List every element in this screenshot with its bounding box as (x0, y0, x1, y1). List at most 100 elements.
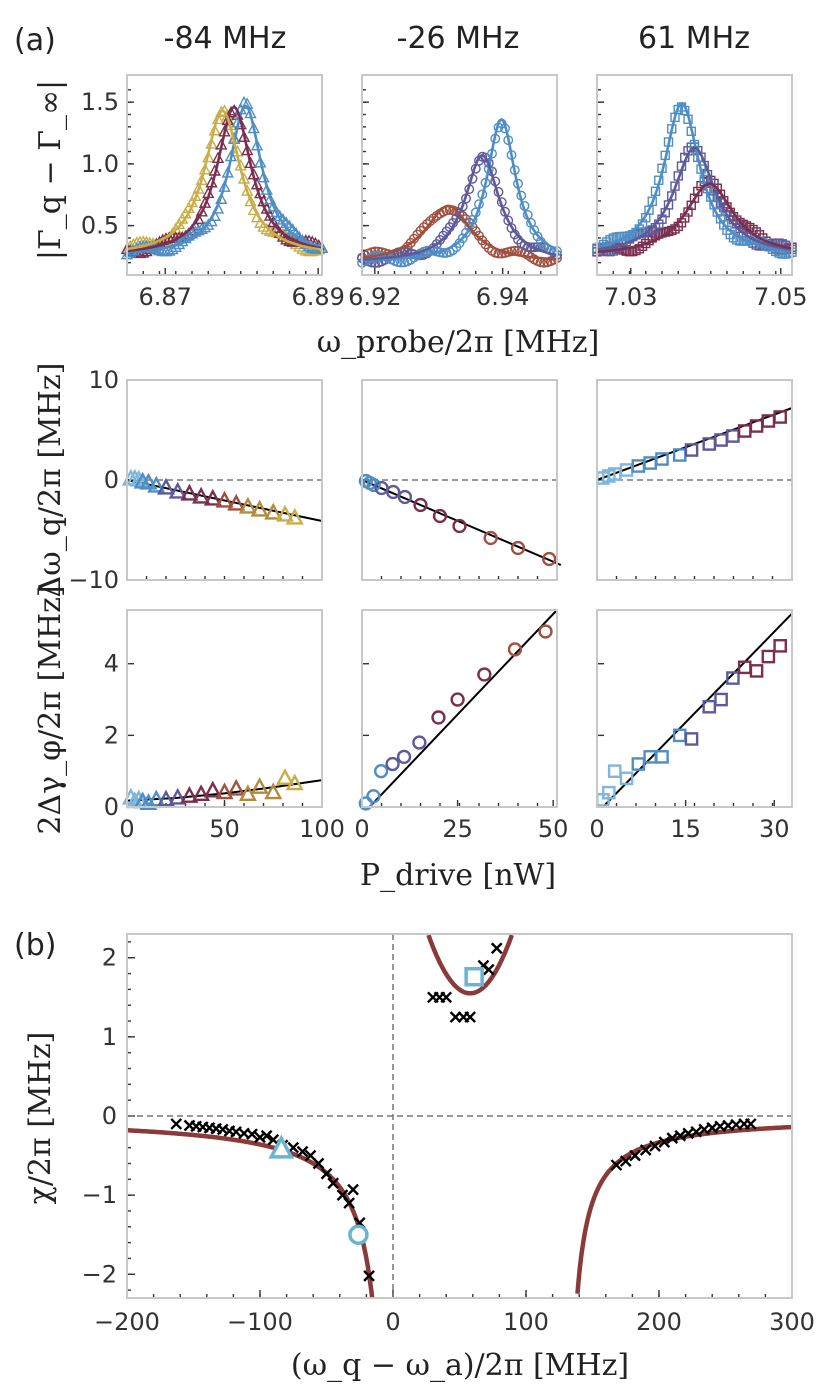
measured-point-stroke (610, 1159, 623, 1171)
data-point (285, 507, 304, 525)
data-point (211, 112, 225, 125)
data-point (643, 750, 657, 764)
y-tick-label: 1 (102, 1023, 117, 1051)
measured-point-stroke (666, 1132, 679, 1145)
data-point (538, 624, 553, 639)
data-point (373, 764, 389, 779)
data-point (428, 213, 439, 224)
x-tick-label: 0 (385, 1308, 400, 1336)
data-point (285, 773, 304, 791)
data-point (192, 784, 211, 802)
measured-point (347, 1183, 359, 1196)
a-bot-panel-1: 0 2 4 0 50 100 (104, 650, 345, 843)
fit-line (361, 479, 562, 566)
y-tick-label: 0.5 (81, 212, 119, 240)
y-tick-label: 10 (88, 366, 119, 394)
theory-curve-left (126, 1127, 375, 1298)
x-tick-label: 0 (119, 815, 134, 843)
measured-point (649, 1140, 661, 1152)
spectrum-panel-3: 7.03 7.05 (592, 89, 807, 311)
theory-curve-right (575, 1124, 793, 1294)
measured-point (464, 1011, 476, 1023)
measured-point-stroke (482, 963, 495, 976)
measured-point (260, 1129, 273, 1142)
measured-point (363, 1269, 375, 1282)
data-point (715, 214, 726, 224)
measured-point-stroke (629, 1149, 641, 1162)
measured-point-stroke (714, 1120, 727, 1133)
y-tick-label: 1.0 (81, 150, 119, 178)
data-point (507, 642, 523, 657)
theory-curve-middle (426, 934, 514, 996)
y-tick-label: −2 (82, 1260, 117, 1288)
measured-point-stroke (722, 1119, 735, 1132)
measured-point (170, 1118, 183, 1130)
a-mid-frame-2 (361, 379, 558, 581)
measured-point (296, 1145, 309, 1158)
data-point (270, 221, 283, 233)
data-point (180, 786, 199, 803)
fit-curve (362, 117, 558, 262)
panel-label-a: (a) (14, 23, 56, 58)
xlabel-pdrive: P_drive [nW] (360, 858, 556, 893)
data-point (250, 777, 269, 794)
x-tick-label: 6.92 (348, 283, 401, 311)
column-title-3: 61 MHz (638, 21, 750, 56)
data-point (238, 496, 257, 514)
fit-curve (126, 105, 323, 253)
fit-curve (361, 204, 558, 261)
data-point (195, 205, 208, 217)
measured-point-stroke (682, 1127, 695, 1140)
data-point (655, 452, 669, 466)
y-tick-label: 2 (102, 944, 117, 972)
x-tick-label: 6.94 (476, 283, 529, 311)
measured-point-stroke (706, 1122, 719, 1134)
data-point (686, 200, 696, 210)
measured-point-stroke (690, 1125, 703, 1138)
measured-point-stroke (658, 1136, 671, 1148)
data-point (412, 735, 427, 750)
data-point (684, 732, 699, 746)
measured-point-stroke (343, 1197, 355, 1209)
measured-point-stroke (464, 1011, 476, 1023)
fit-curve (596, 146, 793, 251)
measured-point-stroke (649, 1140, 661, 1152)
data-point (532, 231, 543, 242)
panel-label-b: (b) (14, 928, 56, 963)
data-point (192, 212, 205, 225)
highlight-marker-square (464, 966, 484, 987)
data-point (366, 789, 381, 804)
a-bot-frame-2 (361, 609, 558, 808)
data-point (773, 410, 787, 424)
measured-point (327, 1177, 339, 1190)
fit-curve (596, 101, 793, 252)
x-tick-label: 25 (442, 815, 473, 843)
measured-point-stroke (674, 1129, 687, 1142)
data-point (203, 780, 222, 798)
data-point (714, 692, 728, 707)
data-point (644, 205, 654, 215)
data-point (250, 499, 269, 517)
panel-b: −200 −100 0 100 200 300 −2 −1 0 1 2 (82, 934, 815, 1336)
measured-point-stroke (246, 1128, 258, 1141)
data-point (267, 200, 280, 212)
data-point (431, 710, 446, 725)
x-tick-label: 6.87 (139, 283, 192, 311)
fit-curve (126, 109, 323, 251)
data-point (619, 771, 634, 786)
x-tick-label: −200 (94, 1308, 160, 1336)
data-point (129, 469, 148, 487)
measured-point-stroke (320, 1167, 333, 1180)
measured-point-stroke (639, 1144, 652, 1156)
xlabel-probe: ω_probe/2π [MHz] (317, 325, 600, 360)
x-tick-label: 100 (503, 1308, 549, 1336)
a-mid-panel-1: −10 0 10 (68, 366, 323, 594)
measured-point (312, 1157, 325, 1170)
data-point (198, 220, 212, 233)
x-tick-label: −100 (227, 1308, 293, 1336)
data-point (139, 472, 158, 490)
y-tick-label: −10 (68, 566, 119, 594)
measured-point-stroke (267, 1133, 280, 1146)
a-mid-frame-1 (126, 379, 323, 581)
y-tick-label: 0 (102, 1102, 117, 1130)
